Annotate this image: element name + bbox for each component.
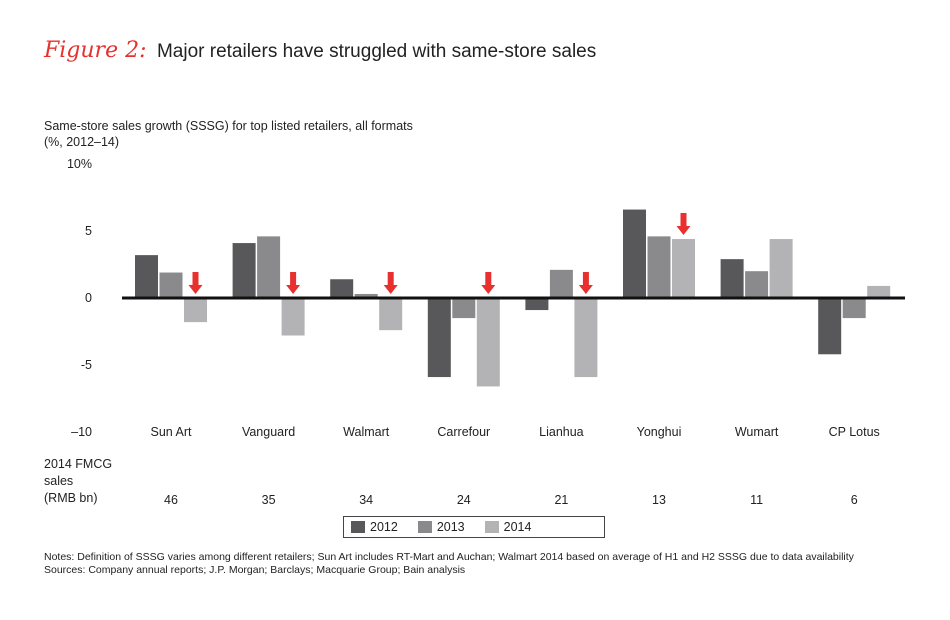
notes-text: Notes: Definition of SSSG varies among d… <box>44 551 854 563</box>
decline-arrow-icon <box>676 213 691 236</box>
bar-carrefour-2013 <box>452 298 476 319</box>
bar-yonghui-2012 <box>623 209 646 298</box>
x-category-label: Lianhua <box>539 425 584 439</box>
sales-value: 34 <box>359 493 373 507</box>
x-category-label: Walmart <box>343 425 390 439</box>
x-category-label: Yonghui <box>637 425 682 439</box>
figure-label: Figure 2: <box>44 38 147 63</box>
y-tick-label: 0 <box>85 291 92 305</box>
sales-value: 24 <box>457 493 471 507</box>
sales-value: 46 <box>164 493 178 507</box>
bar-sun-art-2012 <box>135 255 158 298</box>
bar-cp-lotus-2014 <box>867 285 891 298</box>
bar-vanguard-2013 <box>257 236 281 298</box>
bar-sun-art-2014 <box>184 298 207 323</box>
bar-yonghui-2014 <box>672 239 695 298</box>
sales-value: 11 <box>750 493 763 507</box>
x-category-label: Vanguard <box>242 425 295 439</box>
subtitle-line-2: (%, 2012–14) <box>44 135 120 149</box>
sales-value: 13 <box>652 493 666 507</box>
chart-legend: 2012 2013 2014 <box>343 516 605 538</box>
decline-arrow-icon <box>578 272 593 294</box>
bar-walmart-2012 <box>330 279 354 298</box>
bar-wumart-2014 <box>769 239 793 298</box>
legend-item-2014: 2014 <box>484 520 532 534</box>
bar-vanguard-2014 <box>281 298 305 336</box>
chart-footnotes: Notes: Definition of SSSG varies among d… <box>44 551 854 577</box>
subtitle-line-1: Same-store sales growth (SSSG) for top l… <box>44 119 413 133</box>
bar-cp-lotus-2013 <box>842 298 866 319</box>
bar-carrefour-2012 <box>427 298 451 378</box>
bar-chart: 10% 5 0 -5 –10 Sun Art 46 Vanguard 35 Walmart 34 Ca… <box>67 157 905 507</box>
sales-value: 21 <box>554 493 568 507</box>
bar-carrefour-2014 <box>476 298 500 387</box>
decline-arrow-icon <box>383 272 398 294</box>
bar-walmart-2014 <box>379 298 403 331</box>
y-tick-label: -5 <box>81 358 92 372</box>
legend-swatch <box>484 521 499 533</box>
bar-lianhua-2012 <box>525 298 549 311</box>
y-tick-label: 10% <box>67 157 92 171</box>
sources-text: Sources: Company annual reports; J.P. Mo… <box>44 564 466 576</box>
decline-arrow-icon <box>481 272 496 294</box>
sales-label-line: 2014 FMCG <box>44 457 113 471</box>
legend-swatch <box>351 521 365 533</box>
legend-item-2012: 2012 <box>351 520 398 534</box>
decline-arrow-icon <box>286 272 301 294</box>
bar-cp-lotus-2012 <box>818 298 842 355</box>
x-category-label: CP Lotus <box>829 425 880 439</box>
bar-wumart-2013 <box>745 271 769 298</box>
x-category-label: Wumart <box>735 425 779 439</box>
legend-label: 2013 <box>436 520 465 534</box>
legend-label: 2014 <box>503 520 532 534</box>
x-category-label: Carrefour <box>437 425 490 439</box>
sales-value: 6 <box>851 493 858 507</box>
chart-subtitle: Same-store sales growth (SSSG) for top l… <box>44 118 413 150</box>
y-tick-label: –10 <box>71 425 92 439</box>
bar-lianhua-2014 <box>574 298 598 378</box>
y-tick-label: 5 <box>85 224 92 238</box>
figure-header: Figure 2: Major retailers have struggled… <box>44 38 596 63</box>
x-category-label: Sun Art <box>151 425 193 439</box>
bar-vanguard-2012 <box>232 243 256 298</box>
bar-walmart-2013 <box>354 293 378 298</box>
decline-arrow-icon <box>188 272 203 294</box>
legend-item-2013: 2013 <box>417 520 465 534</box>
sales-label-line: (RMB bn) <box>44 491 98 505</box>
sales-label-line: sales <box>44 474 74 488</box>
bar-lianhua-2013 <box>549 269 573 298</box>
bar-yonghui-2013 <box>647 236 671 298</box>
sales-value: 35 <box>262 493 276 507</box>
chart-title: Major retailers have struggled with same… <box>156 41 597 62</box>
sales-row-label: 2014 FMCG sales (RMB bn) <box>44 456 112 507</box>
legend-label: 2012 <box>370 520 398 534</box>
legend-swatch <box>417 521 432 533</box>
bar-wumart-2012 <box>720 259 744 298</box>
bar-sun-art-2013 <box>159 272 183 298</box>
